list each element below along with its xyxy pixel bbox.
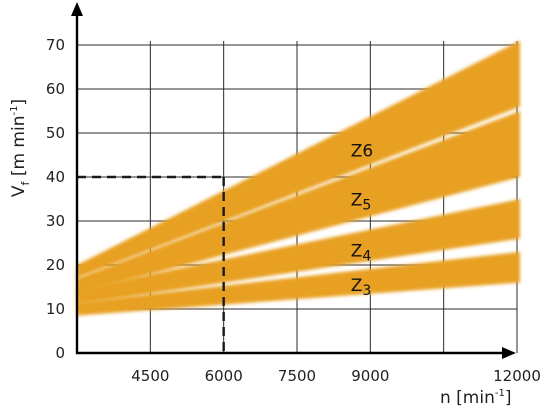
x-tick-label: 4500 xyxy=(131,367,169,385)
y-axis-label: Vf [m min-1] xyxy=(9,99,32,197)
dashed-guide xyxy=(77,175,225,353)
band-labels: Z3 Z4 Z5 Z6 xyxy=(351,141,373,299)
band-z3 xyxy=(77,251,520,316)
band-label-z3: Z3 xyxy=(351,276,372,299)
x-tick-label: 9000 xyxy=(351,367,389,385)
y-tick-label: 40 xyxy=(46,168,65,186)
band-z4 xyxy=(77,199,520,305)
tick-labels: 0 10 20 30 40 50 60 70 4500 6000 7500 9000 12000 xyxy=(46,36,541,385)
axes xyxy=(71,2,516,359)
band-label-z6: Z6 xyxy=(351,141,373,161)
y-axis-arrow xyxy=(71,2,83,16)
y-tick-label: 60 xyxy=(46,80,65,98)
speed-bands xyxy=(77,40,520,316)
band-label-z5: Z5 xyxy=(351,191,372,214)
y-tick-label: 0 xyxy=(55,344,65,362)
band-z5 xyxy=(77,111,520,294)
y-tick-label: 20 xyxy=(46,256,65,274)
band-label-z4: Z4 xyxy=(351,241,372,264)
y-tick-label: 30 xyxy=(46,212,65,230)
x-tick-label: 7500 xyxy=(278,367,316,385)
x-axis-label: n [min-1] xyxy=(440,388,512,408)
x-axis-arrow xyxy=(502,347,516,359)
band-z6 xyxy=(77,40,520,279)
y-tick-label: 50 xyxy=(46,124,65,142)
y-tick-label: 10 xyxy=(46,300,65,318)
y-tick-label: 70 xyxy=(46,36,65,54)
x-tick-label: 12000 xyxy=(493,367,541,385)
x-tick-label: 6000 xyxy=(205,367,243,385)
